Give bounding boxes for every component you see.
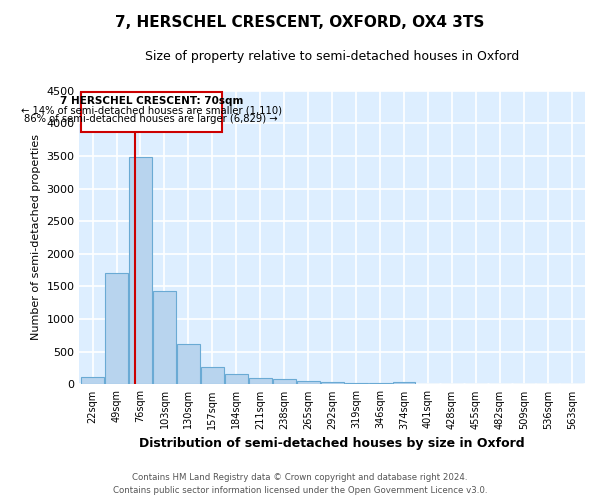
X-axis label: Distribution of semi-detached houses by size in Oxford: Distribution of semi-detached houses by … bbox=[139, 437, 525, 450]
Text: 86% of semi-detached houses are larger (6,829) →: 86% of semi-detached houses are larger (… bbox=[25, 114, 278, 124]
Text: ← 14% of semi-detached houses are smaller (1,110): ← 14% of semi-detached houses are smalle… bbox=[21, 106, 282, 116]
Bar bbox=[177, 344, 200, 385]
Bar bbox=[153, 291, 176, 384]
FancyBboxPatch shape bbox=[80, 92, 222, 132]
Bar bbox=[392, 382, 415, 384]
Text: Contains HM Land Registry data © Crown copyright and database right 2024.
Contai: Contains HM Land Registry data © Crown c… bbox=[113, 473, 487, 495]
Bar bbox=[369, 383, 392, 384]
Y-axis label: Number of semi-detached properties: Number of semi-detached properties bbox=[31, 134, 41, 340]
Text: 7 HERSCHEL CRESCENT: 70sqm: 7 HERSCHEL CRESCENT: 70sqm bbox=[59, 96, 243, 106]
Bar bbox=[297, 381, 320, 384]
Text: 7, HERSCHEL CRESCENT, OXFORD, OX4 3TS: 7, HERSCHEL CRESCENT, OXFORD, OX4 3TS bbox=[115, 15, 485, 30]
Bar bbox=[273, 378, 296, 384]
Bar bbox=[249, 378, 272, 384]
Bar bbox=[225, 374, 248, 384]
Bar bbox=[321, 382, 344, 384]
Bar bbox=[129, 157, 152, 384]
Bar bbox=[81, 377, 104, 384]
Bar bbox=[201, 367, 224, 384]
Bar bbox=[105, 274, 128, 384]
Title: Size of property relative to semi-detached houses in Oxford: Size of property relative to semi-detach… bbox=[145, 50, 520, 63]
